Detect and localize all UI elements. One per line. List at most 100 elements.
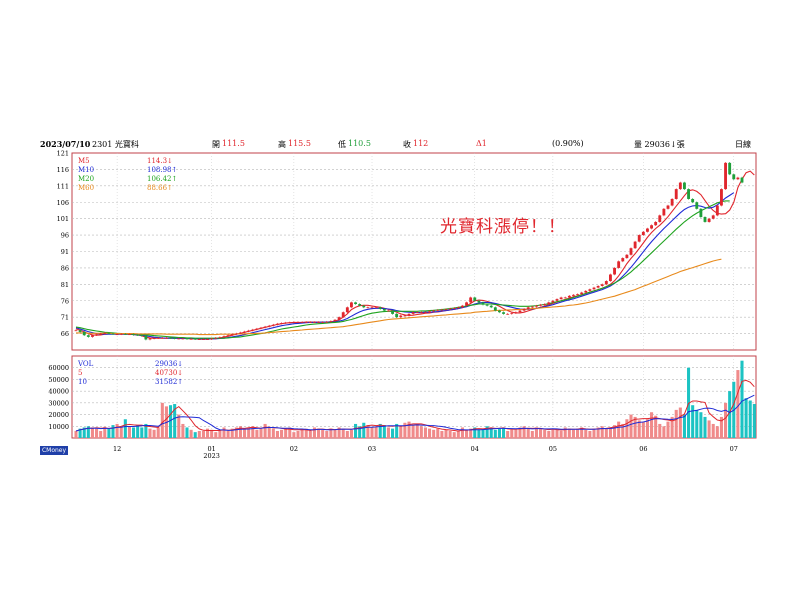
candle-body [382, 308, 386, 311]
volume-bar [506, 430, 510, 438]
candle-body [325, 321, 329, 323]
candle-body [465, 302, 468, 306]
volume-bar [193, 432, 197, 438]
legend-vol-name: VOL [78, 360, 94, 368]
candle-body [136, 334, 140, 336]
candle-body [160, 337, 164, 339]
volume-bar [201, 430, 205, 438]
candle-body [284, 322, 288, 324]
ma-line-m60 [76, 258, 722, 336]
volume-bar [366, 425, 370, 438]
candle-body [148, 338, 152, 340]
volume-bar [345, 430, 349, 438]
ma-line-m10 [75, 192, 735, 340]
candle-body [74, 330, 78, 332]
volume-bar [140, 427, 144, 438]
candle-body [226, 335, 230, 337]
candle-body [662, 208, 666, 216]
candle-body [415, 312, 419, 314]
candle-body [699, 208, 703, 218]
candle-body [678, 182, 682, 190]
candle-body [333, 319, 337, 322]
volume-bar [522, 426, 526, 438]
candle-body [526, 307, 530, 309]
candle-body [354, 302, 357, 305]
volume-bar [214, 432, 218, 438]
volume-bar [428, 428, 432, 438]
volume-bar [362, 422, 366, 438]
volume-bar [617, 421, 621, 438]
legend-vol10-value: 31582↑ [155, 378, 184, 386]
candle-body [555, 299, 559, 301]
candle-body [239, 332, 242, 334]
candle-body [345, 307, 349, 313]
candle-body [506, 313, 510, 315]
x-tick-label: 07 [730, 445, 738, 453]
volume-bar [604, 428, 608, 438]
candle-body [543, 304, 547, 305]
volume-bar [452, 432, 456, 438]
volume-bar [678, 407, 682, 438]
price-y-tick-label: 121 [57, 150, 69, 158]
candle-body [202, 339, 205, 340]
volume-bar [280, 429, 284, 438]
candle-body [263, 326, 267, 328]
candle-body [144, 335, 148, 340]
candle-body [580, 292, 584, 295]
volume-bar [596, 427, 600, 438]
candle-body [625, 254, 629, 259]
candle-body [489, 305, 493, 308]
open-label: 開 [212, 140, 220, 149]
candle-body [629, 248, 633, 255]
low-value: 110.5 [348, 139, 371, 148]
candle-body [633, 241, 637, 249]
volume-bar [312, 427, 316, 438]
volume-bar [321, 429, 325, 438]
candle-body [514, 312, 518, 314]
high-label: 高 [278, 140, 286, 149]
volume-bar [177, 414, 181, 438]
volume-bar [391, 428, 395, 438]
volume-bar [580, 427, 584, 438]
legend-vol5-value: 40730↓ [155, 369, 184, 377]
candle-body [670, 198, 674, 206]
volume-bar [682, 414, 686, 438]
legend-m5-name: M5 [78, 157, 90, 165]
candle-body [391, 310, 394, 314]
candle-body [407, 313, 411, 316]
quote-date: 2023/07/10 [40, 139, 91, 149]
volume-bar [90, 427, 94, 438]
candle-body [300, 322, 304, 323]
candle-body [502, 312, 505, 314]
candle-body [132, 334, 135, 336]
volume-bar [74, 430, 78, 438]
volume-bar [95, 428, 99, 438]
candle-body [604, 281, 608, 285]
candle-body [321, 322, 325, 323]
volume-bar [354, 423, 358, 438]
volume-bar [403, 422, 407, 438]
volume-bar [267, 427, 271, 438]
candle-body [596, 285, 600, 288]
candle-body [173, 338, 177, 339]
volume-bar [613, 425, 617, 438]
candle-body [411, 312, 415, 314]
candle-body [288, 322, 292, 324]
volume-bar [78, 428, 82, 438]
candle-body [469, 297, 473, 303]
candle-body [637, 235, 641, 242]
volume-bar [259, 428, 263, 438]
candle-body [711, 215, 715, 219]
volume-bar [247, 427, 251, 438]
close-label: 收 [403, 140, 411, 149]
volume-bar [469, 428, 473, 438]
legend-vol5-name: 5 [78, 369, 83, 377]
volume-bar [156, 427, 160, 438]
candle-body [584, 290, 588, 293]
volume-bar [230, 428, 234, 438]
price-y-tick-label: 111 [57, 182, 69, 190]
volume-bar [744, 398, 748, 438]
volume-bar [238, 426, 242, 438]
volume-bar [160, 402, 164, 438]
volume-bar [539, 428, 543, 438]
